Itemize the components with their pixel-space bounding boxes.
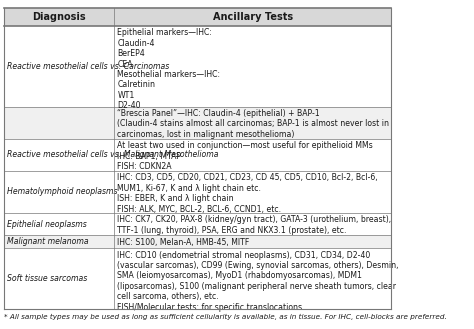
FancyBboxPatch shape	[4, 171, 391, 213]
FancyBboxPatch shape	[4, 213, 391, 236]
Text: Reactive mesothelial cells vs. Carcinomas: Reactive mesothelial cells vs. Carcinoma…	[7, 62, 169, 71]
Text: Epithelial neoplasms: Epithelial neoplasms	[7, 220, 87, 229]
Text: * All sample types may be used as long as sufficient cellularity is available, a: * All sample types may be used as long a…	[4, 315, 447, 320]
Text: Epithelial markers—IHC:
Claudin-4
BerEP4
CEA
Mesothelial markers—IHC:
Calretinin: Epithelial markers—IHC: Claudin-4 BerEP4…	[118, 29, 220, 110]
FancyBboxPatch shape	[4, 236, 391, 248]
FancyBboxPatch shape	[4, 26, 391, 107]
Text: Ancillary Tests: Ancillary Tests	[212, 12, 292, 22]
Text: IHC: CD3, CD5, CD20, CD21, CD23, CD 45, CD5, CD10, Bcl-2, Bcl-6,
MUM1, Ki-67, K : IHC: CD3, CD5, CD20, CD21, CD23, CD 45, …	[118, 173, 378, 214]
Text: Hematolymphoid neoplasms: Hematolymphoid neoplasms	[7, 188, 118, 196]
FancyBboxPatch shape	[4, 107, 391, 139]
FancyBboxPatch shape	[4, 8, 391, 26]
Text: Soft tissue sarcomas: Soft tissue sarcomas	[7, 274, 87, 283]
FancyBboxPatch shape	[4, 139, 391, 171]
Text: “Brescia Panel”—IHC: Claudin-4 (epithelial) + BAP-1
(Claudin-4 stains almost all: “Brescia Panel”—IHC: Claudin-4 (epitheli…	[118, 109, 390, 139]
Text: IHC: CK7, CK20, PAX-8 (kidney/gyn tract), GATA-3 (urothelium, breast),
TTF-1 (lu: IHC: CK7, CK20, PAX-8 (kidney/gyn tract)…	[118, 215, 392, 235]
FancyBboxPatch shape	[4, 248, 391, 310]
Text: IHC: CD10 (endometrial stromal neoplasms), CD31, CD34, D2-40
(vascular sarcomas): IHC: CD10 (endometrial stromal neoplasms…	[118, 251, 399, 312]
Text: Reactive mesothelial cells vs. Malignant Mesothelioma: Reactive mesothelial cells vs. Malignant…	[7, 150, 219, 160]
Text: Diagnosis: Diagnosis	[32, 12, 86, 22]
Text: Malignant melanoma: Malignant melanoma	[7, 237, 89, 246]
Text: At least two used in conjunction—most useful for epithelioid MMs
IHC: BAP1, MTAP: At least two used in conjunction—most us…	[118, 141, 373, 171]
Text: IHC: S100, Melan-A, HMB-45, MITF: IHC: S100, Melan-A, HMB-45, MITF	[118, 238, 250, 247]
